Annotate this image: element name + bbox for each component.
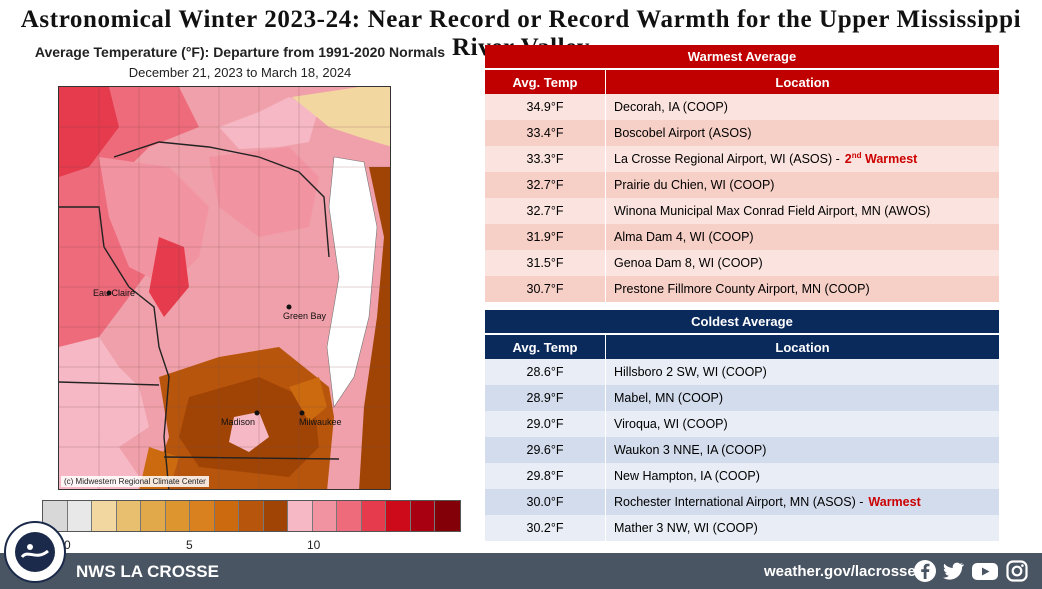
table-row: 32.7°F Prairie du Chien, WI (COOP) — [485, 172, 999, 198]
colorbar-swatch — [165, 501, 190, 531]
rank-note: 2nd Warmest — [844, 151, 918, 167]
temp-cell: 28.6°F — [485, 359, 606, 385]
location-cell: Winona Municipal Max Conrad Field Airpor… — [614, 204, 931, 218]
location-cell: Alma Dam 4, WI (COOP) — [614, 230, 754, 244]
col-header-temp: Avg. Temp — [485, 335, 606, 359]
coldest-header-row: Avg. Temp Location — [485, 335, 999, 359]
location-cell: Prestone Fillmore County Airport, MN (CO… — [614, 282, 870, 296]
location-cell: Prairie du Chien, WI (COOP) — [614, 178, 775, 192]
colorbar-swatch — [141, 501, 166, 531]
temp-cell: 32.7°F — [485, 172, 606, 198]
temp-cell: 29.6°F — [485, 437, 606, 463]
table-row: 29.6°F Waukon 3 NNE, IA (COOP) — [485, 437, 999, 463]
colorbar-swatch — [116, 501, 141, 531]
location-cell: Mabel, MN (COOP) — [614, 391, 724, 405]
table-row: 33.4°F Boscobel Airport (ASOS) — [485, 120, 999, 146]
temp-cell: 31.9°F — [485, 224, 606, 250]
location-cell: New Hampton, IA (COOP) — [614, 469, 760, 483]
location-cell: Hillsboro 2 SW, WI (COOP) — [614, 365, 767, 379]
colorbar-swatch — [214, 501, 239, 531]
map-graphic — [59, 87, 390, 489]
table-row: 30.2°F Mather 3 NW, WI (COOP) — [485, 515, 999, 541]
table-row: 32.7°F Winona Municipal Max Conrad Field … — [485, 198, 999, 224]
table-row: 33.3°F La Crosse Regional Airport, WI (AS… — [485, 146, 999, 172]
table-row: 34.9°F Decorah, IA (COOP) — [485, 94, 999, 120]
colorbar-swatch — [386, 501, 411, 531]
location-cell: Mather 3 NW, WI (COOP) — [614, 521, 758, 535]
city-label: Madison — [221, 417, 256, 427]
table-row: 28.6°F Hillsboro 2 SW, WI (COOP) — [485, 359, 999, 385]
city-label: Green Bay — [283, 311, 327, 321]
warmest-table: Warmest Average Avg. Temp Location 34.9°… — [485, 45, 999, 302]
location-cell: Viroqua, WI (COOP) — [614, 417, 728, 431]
table-row: 29.0°F Viroqua, WI (COOP) — [485, 411, 999, 437]
colorbar-swatch — [190, 501, 215, 531]
location-cell: Genoa Dam 8, WI (COOP) — [614, 256, 763, 270]
colorbar-swatch — [361, 501, 386, 531]
footer-bar: NWS LA CROSSE weather.gov/lacrosse — [0, 553, 1042, 589]
city-label: Eau Claire — [93, 288, 136, 298]
table-row: 30.0°F Rochester International Airport, M… — [485, 489, 999, 515]
location-cell: Rochester International Airport, MN (ASO… — [614, 495, 921, 509]
colorbar-swatch — [435, 501, 460, 531]
colorbar-swatch — [239, 501, 264, 531]
temp-cell: 30.7°F — [485, 276, 606, 302]
colorbar-swatch — [92, 501, 117, 531]
colorbar-swatch — [337, 501, 362, 531]
rank-note: Warmest — [868, 495, 921, 509]
temp-cell: 33.4°F — [485, 120, 606, 146]
colorbar-swatch — [312, 501, 337, 531]
temp-cell: 30.2°F — [485, 515, 606, 541]
map-title: Average Temperature (°F): Departure from… — [34, 44, 446, 60]
map-subtitle: December 21, 2023 to March 18, 2024 — [128, 65, 352, 80]
location-cell: Waukon 3 NNE, IA (COOP) — [614, 443, 767, 457]
col-header-temp: Avg. Temp — [485, 70, 606, 94]
table-row: 31.9°F Alma Dam 4, WI (COOP) — [485, 224, 999, 250]
colorbar-label: 0 — [64, 538, 71, 552]
colorbar-swatch — [263, 501, 288, 531]
colorbar-swatch — [288, 501, 313, 531]
twitter-icon[interactable] — [941, 559, 965, 583]
coldest-table: Coldest Average Avg. Temp Location 28.6°… — [485, 310, 999, 541]
youtube-icon[interactable] — [971, 559, 999, 583]
table-row: 30.7°F Prestone Fillmore County Airport, … — [485, 276, 999, 302]
warmest-rows: 34.9°F Decorah, IA (COOP) 33.4°F Boscobel A… — [485, 94, 999, 302]
map-credit: (c) Midwestern Regional Climate Center — [61, 476, 209, 487]
temp-cell: 31.5°F — [485, 250, 606, 276]
city-label: Milwaukee — [299, 417, 342, 427]
colorbar-swatch — [410, 501, 435, 531]
temp-cell: 29.0°F — [485, 411, 606, 437]
temp-cell: 33.3°F — [485, 146, 606, 172]
instagram-icon[interactable] — [1005, 559, 1029, 583]
location-cell: Decorah, IA (COOP) — [614, 100, 728, 114]
warmest-title: Warmest Average — [485, 45, 999, 68]
col-header-location: Location — [775, 74, 830, 90]
warmest-header-row: Avg. Temp Location — [485, 70, 999, 94]
table-row: 29.8°F New Hampton, IA (COOP) — [485, 463, 999, 489]
colorbar-label: 5 — [186, 538, 193, 552]
colorbar — [42, 500, 461, 532]
col-header-location: Location — [775, 339, 830, 355]
temperature-departure-map: Eau Claire Green Bay Madison Milwaukee (… — [58, 86, 391, 490]
location-cell: La Crosse Regional Airport, WI (ASOS) -2… — [614, 151, 918, 167]
temp-cell: 30.0°F — [485, 489, 606, 515]
office-name: NWS LA CROSSE — [76, 562, 219, 581]
temp-cell: 34.9°F — [485, 94, 606, 120]
website-link[interactable]: weather.gov/lacrosse — [764, 563, 916, 580]
coldest-rows: 28.6°F Hillsboro 2 SW, WI (COOP) 28.9°F Mab… — [485, 359, 999, 541]
temp-cell: 28.9°F — [485, 385, 606, 411]
colorbar-swatch — [67, 501, 92, 531]
nws-logo — [4, 521, 66, 583]
colorbar-label: 10 — [307, 538, 321, 552]
temp-cell: 32.7°F — [485, 198, 606, 224]
facebook-icon[interactable] — [913, 559, 937, 583]
table-row: 31.5°F Genoa Dam 8, WI (COOP) — [485, 250, 999, 276]
coldest-title: Coldest Average — [485, 310, 999, 333]
temp-cell: 29.8°F — [485, 463, 606, 489]
table-row: 28.9°F Mabel, MN (COOP) — [485, 385, 999, 411]
location-cell: Boscobel Airport (ASOS) — [614, 126, 752, 140]
